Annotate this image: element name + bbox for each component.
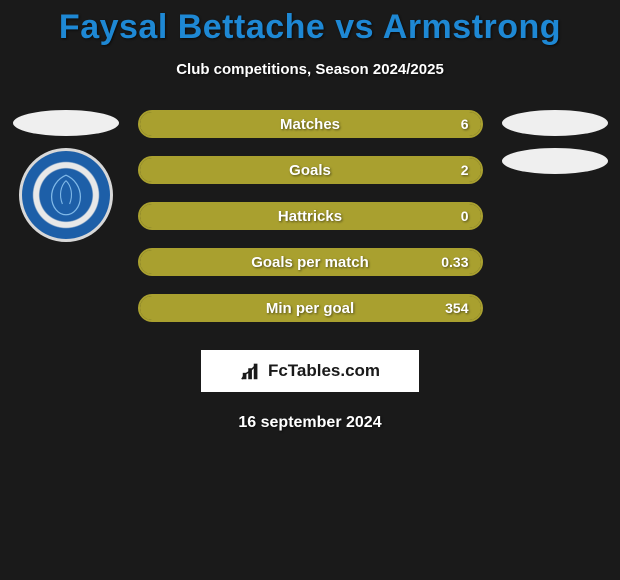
right-player-column — [497, 110, 612, 174]
stat-row-hattricks: Hattricks 0 — [138, 202, 483, 230]
player2-club-placeholder — [502, 148, 608, 174]
stat-row-matches: Matches 6 — [138, 110, 483, 138]
player1-photo-placeholder — [13, 110, 119, 136]
stat-label: Goals — [289, 162, 331, 179]
stat-row-goals: Goals 2 — [138, 156, 483, 184]
stat-row-min-per-goal: Min per goal 354 — [138, 294, 483, 322]
player1-club-badge — [19, 148, 113, 242]
stats-list: Matches 6 Goals 2 Hattricks 0 Goals per … — [138, 110, 483, 322]
date: 16 september 2024 — [0, 414, 620, 432]
stat-value-right: 0.33 — [441, 254, 468, 270]
phoenix-crest-icon — [39, 168, 93, 222]
subtitle: Club competitions, Season 2024/2025 — [0, 61, 620, 78]
brand-box[interactable]: FcTables.com — [201, 350, 419, 392]
stat-value-right: 354 — [445, 300, 468, 316]
left-player-column — [8, 110, 123, 242]
comparison-content: Matches 6 Goals 2 Hattricks 0 Goals per … — [0, 110, 620, 322]
stat-value-right: 6 — [461, 116, 469, 132]
brand: FcTables.com — [240, 360, 380, 382]
stat-label: Matches — [280, 116, 340, 133]
bar-chart-icon — [240, 360, 262, 382]
stat-label: Hattricks — [278, 208, 342, 225]
stat-label: Goals per match — [251, 254, 369, 271]
page-title: Faysal Bettache vs Armstrong — [0, 0, 620, 47]
stat-value-right: 0 — [461, 208, 469, 224]
brand-text: FcTables.com — [268, 361, 380, 381]
player2-photo-placeholder — [502, 110, 608, 136]
stat-row-goals-per-match: Goals per match 0.33 — [138, 248, 483, 276]
stat-value-right: 2 — [461, 162, 469, 178]
stat-label: Min per goal — [266, 300, 354, 317]
